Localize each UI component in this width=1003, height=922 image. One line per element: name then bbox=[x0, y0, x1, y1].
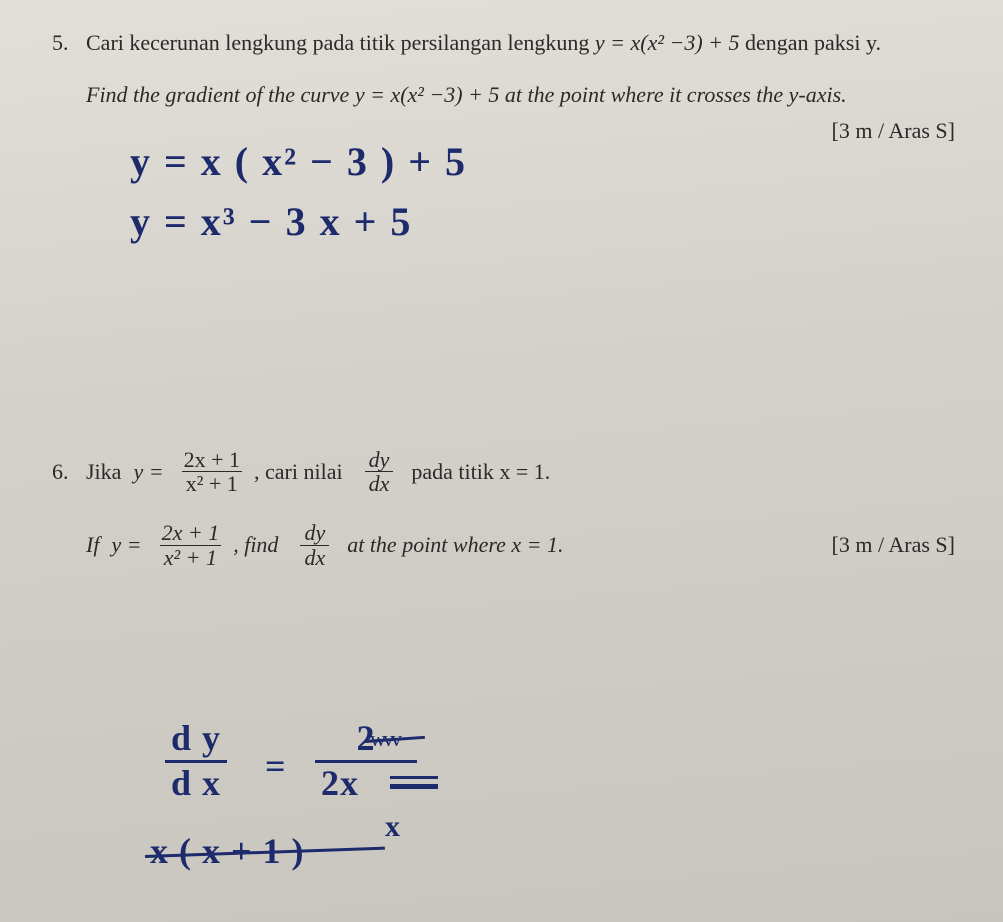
strike-denominator-trail2 bbox=[390, 776, 438, 779]
question-6: 6. Jika y = 2x + 1 x² + 1 , cari nilai d… bbox=[52, 448, 955, 568]
q6-english-line: If y = 2x + 1 x² + 1 , find dy dx at the… bbox=[52, 521, 955, 568]
q5-handwriting-line1: y = x ( x² − 3 ) + 5 bbox=[130, 138, 467, 185]
q6-fraction-en: 2x + 1 x² + 1 bbox=[158, 521, 224, 568]
question-5: 5. Cari kecerunan lengkung pada titik pe… bbox=[52, 26, 955, 148]
q6-malay-line: 6. Jika y = 2x + 1 x² + 1 , cari nilai d… bbox=[52, 448, 955, 495]
q5-equation: y = x(x² −3) + 5 bbox=[595, 30, 740, 55]
q5-malay-line: 5. Cari kecerunan lengkung pada titik pe… bbox=[52, 26, 955, 60]
q5-english-line: Find the gradient of the curve y = x(x² … bbox=[52, 78, 955, 112]
q6-hand-rhs: 2 2x bbox=[315, 720, 417, 803]
q6-hand-floating-x: x bbox=[385, 810, 400, 844]
q5-english-text: Find the gradient of the curve y = x(x² … bbox=[86, 78, 847, 112]
q5-malay-text: Cari kecerunan lengkung pada titik persi… bbox=[86, 26, 881, 60]
q6-fraction: 2x + 1 x² + 1 bbox=[180, 448, 244, 495]
q6-hand-equals: = bbox=[265, 745, 287, 787]
q5-equation-en: y = x(x² −3) + 5 bbox=[355, 82, 500, 107]
q6-marks: [3 m / Aras S] bbox=[832, 528, 955, 562]
q6-number: 6. bbox=[52, 455, 80, 489]
q5-handwriting-line2: y = x³ − 3 x + 5 bbox=[130, 198, 412, 245]
worksheet-page: 5. Cari kecerunan lengkung pada titik pe… bbox=[0, 0, 1003, 922]
q6-hand-lhs: d y d x bbox=[165, 720, 227, 803]
q6-dydx-en: dy dx bbox=[300, 521, 329, 568]
q5-number: 5. bbox=[52, 26, 80, 60]
q6-y-equals: y = bbox=[127, 455, 169, 489]
q6-dydx: dy dx bbox=[365, 448, 394, 495]
strike-denominator-trail bbox=[390, 784, 438, 789]
